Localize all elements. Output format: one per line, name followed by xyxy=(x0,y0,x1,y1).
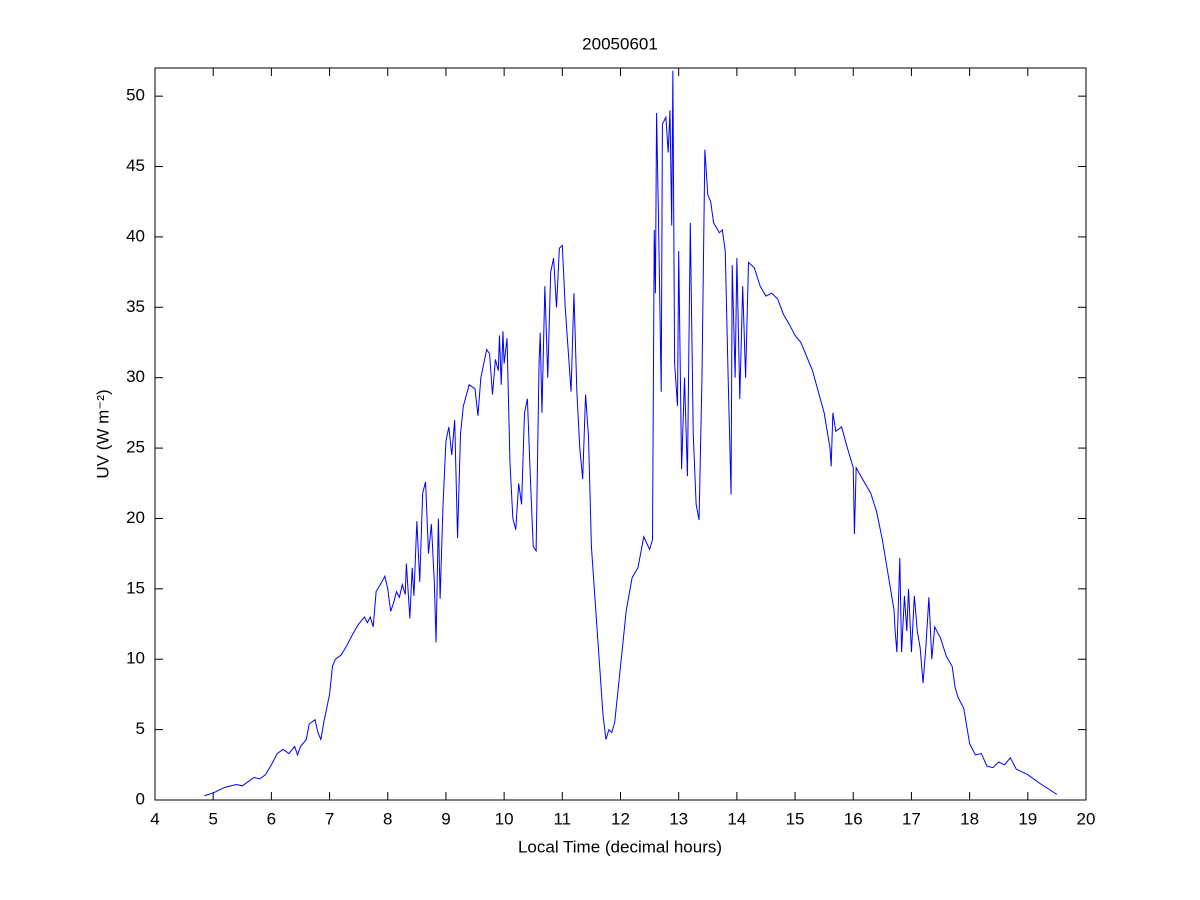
x-tick-label: 6 xyxy=(267,809,276,828)
data-line xyxy=(204,70,1058,797)
chart-title: 20050601 xyxy=(582,34,658,53)
y-tick-label: 5 xyxy=(136,719,145,738)
x-tick-label: 7 xyxy=(325,809,334,828)
x-tick-label: 12 xyxy=(611,809,630,828)
x-tick-label: 13 xyxy=(669,809,688,828)
x-tick-label: 19 xyxy=(1018,809,1037,828)
x-tick-label: 5 xyxy=(208,809,217,828)
x-tick-label: 15 xyxy=(786,809,805,828)
x-tick-label: 20 xyxy=(1077,809,1096,828)
y-tick-label: 50 xyxy=(126,86,145,105)
x-tick-label: 4 xyxy=(150,809,159,828)
x-tick-label: 14 xyxy=(727,809,746,828)
x-tick-label: 10 xyxy=(495,809,514,828)
x-tick-label: 9 xyxy=(441,809,450,828)
x-tick-label: 16 xyxy=(844,809,863,828)
y-tick-label: 15 xyxy=(126,578,145,597)
y-tick-label: 10 xyxy=(126,649,145,668)
y-tick-label: 40 xyxy=(126,226,145,245)
x-tick-label: 11 xyxy=(553,809,571,828)
x-tick-label: 18 xyxy=(960,809,979,828)
y-tick-label: 20 xyxy=(126,508,145,527)
y-axis-label: UV (W m⁻²) xyxy=(93,389,112,478)
y-tick-label: 35 xyxy=(126,297,145,316)
y-tick-label: 0 xyxy=(136,789,145,808)
y-tick-label: 30 xyxy=(126,367,145,386)
x-tick-label: 17 xyxy=(902,809,921,828)
y-tick-label: 25 xyxy=(126,438,145,457)
x-axis-label: Local Time (decimal hours) xyxy=(518,837,722,856)
y-tick-label: 45 xyxy=(126,156,145,175)
x-tick-label: 8 xyxy=(383,809,392,828)
